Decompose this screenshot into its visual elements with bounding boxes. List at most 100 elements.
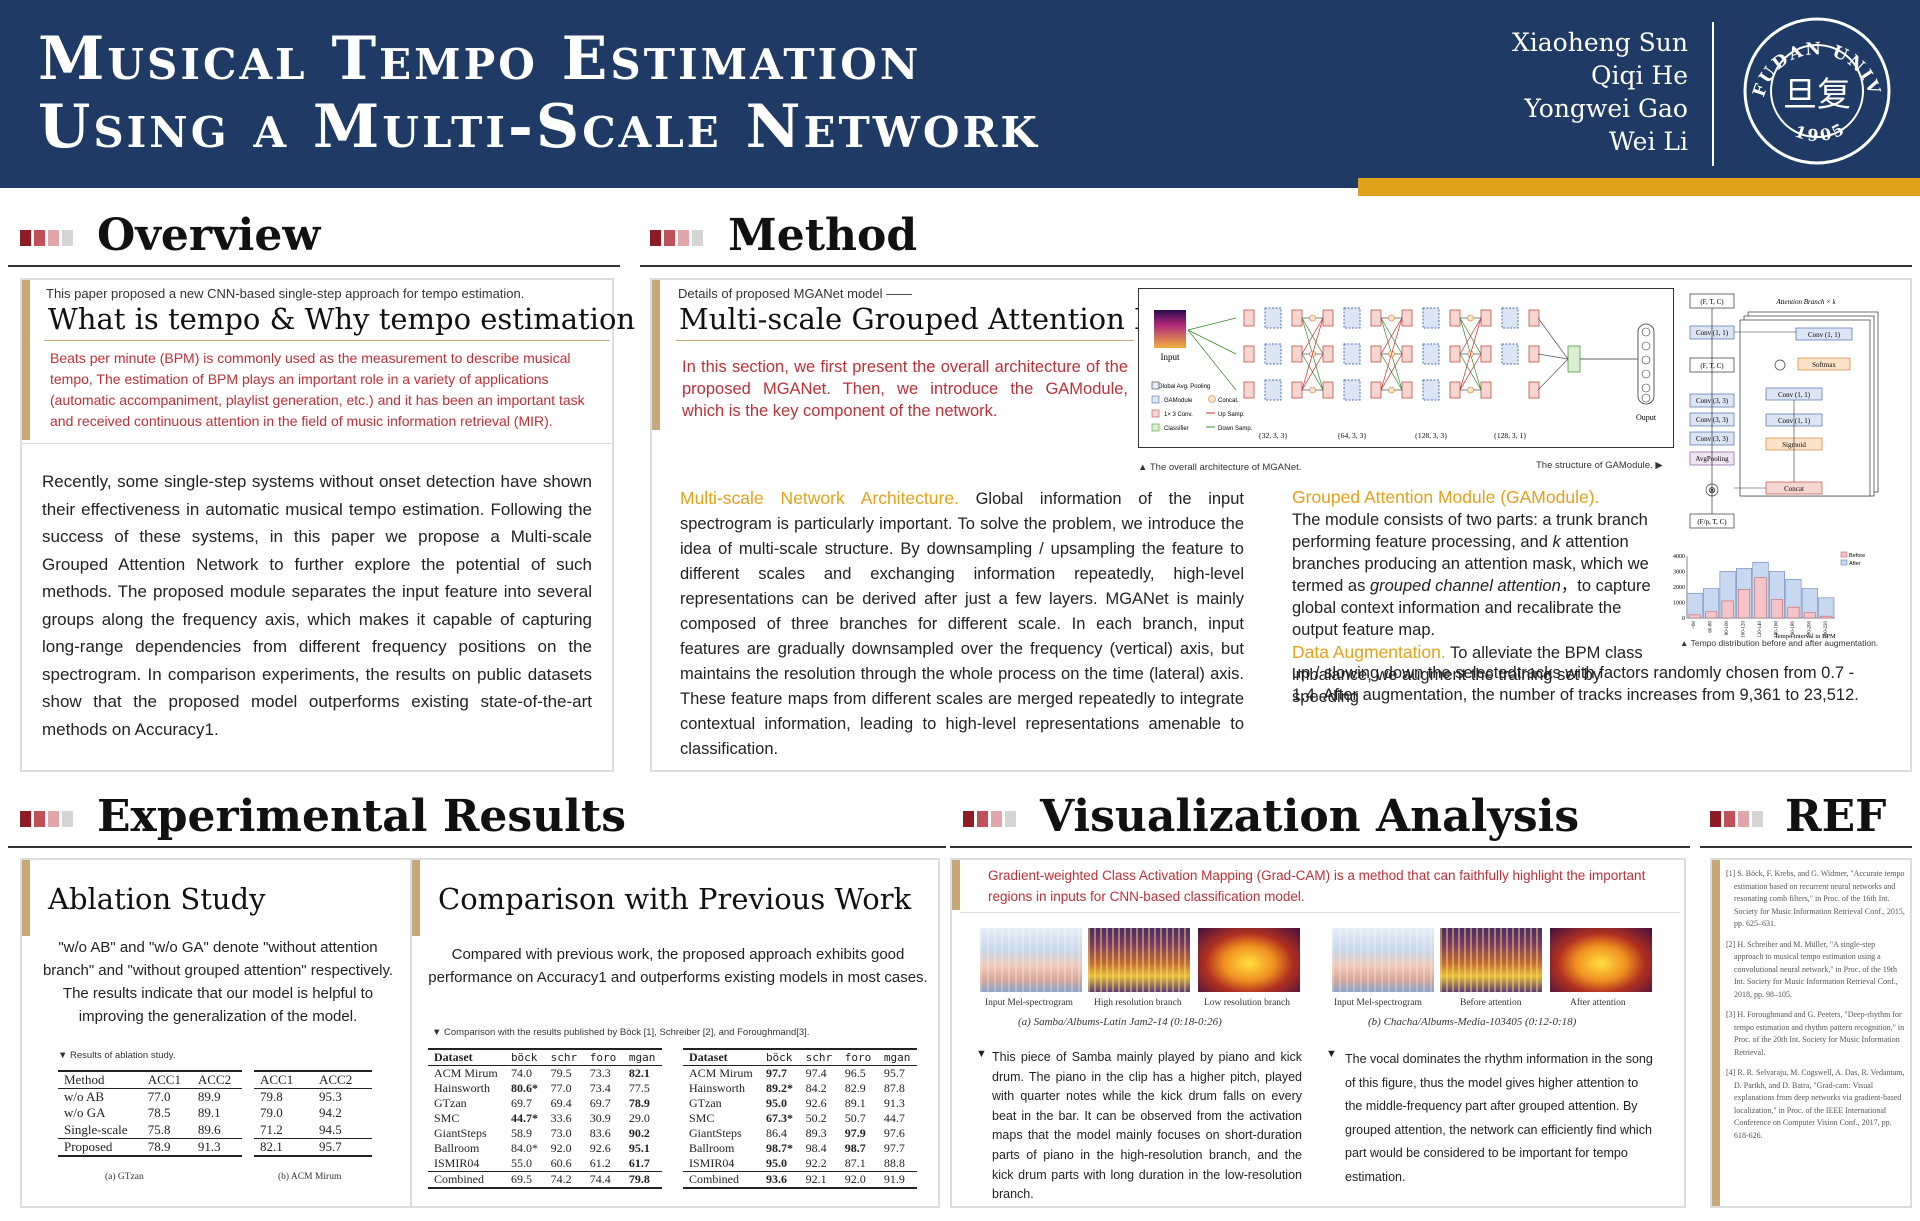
concat-node bbox=[1309, 314, 1316, 322]
author-4: Wei Li bbox=[1609, 127, 1688, 156]
mna-paragraph: Multi-scale Network Architecture. Global… bbox=[680, 486, 1244, 762]
y-tick-label: 2000 bbox=[1673, 585, 1685, 591]
ref-item: [1] S. Böck, F. Krebs, and G. Widmer, "A… bbox=[1726, 869, 1905, 928]
table-cell: 92.0 bbox=[838, 1171, 878, 1189]
triangle-down-icon: ▼ bbox=[976, 1048, 987, 1060]
ablation-label-b: (b) ACM Mirum bbox=[278, 1172, 342, 1182]
histogram-plot: 4000 3000 2000 1000 0 <60 60-80 80-100 100-120 12… bbox=[1673, 554, 1835, 638]
legend-item: Concat. bbox=[1218, 398, 1239, 404]
conv-block bbox=[1243, 381, 1255, 399]
legend-after-swatch bbox=[1840, 559, 1848, 566]
connection-line bbox=[1380, 353, 1403, 391]
table-cell: 74.4 bbox=[583, 1171, 623, 1189]
concat-node bbox=[1467, 386, 1474, 394]
gam-node-label: Conv (1, 1) bbox=[1778, 391, 1811, 399]
table-cell: 73.3 bbox=[589, 1066, 611, 1080]
conv-block bbox=[1322, 345, 1334, 363]
table-cell: 93.6 bbox=[759, 1171, 800, 1189]
table-row: ACM Mirum 97.7 97.4 96.5 95.7 bbox=[683, 1066, 917, 1082]
table-cell: 90.2 bbox=[628, 1126, 650, 1140]
connection-line bbox=[1459, 317, 1482, 355]
histogram-caption: ▲ Tempo distribution before and after au… bbox=[1680, 638, 1879, 648]
ablation-caption: ▼ Results of ablation study. bbox=[58, 1050, 176, 1061]
table-cell: 98.7* bbox=[765, 1141, 793, 1155]
merge-line bbox=[1537, 317, 1569, 360]
table-cell: 92.1 bbox=[799, 1171, 839, 1189]
y-tick-label: 0 bbox=[1682, 616, 1685, 622]
table-cell: Ballroom bbox=[689, 1141, 735, 1155]
conv-block bbox=[1370, 345, 1382, 363]
comparison-heading: Comparison with Previous Work bbox=[438, 882, 912, 916]
mna-body: Global information of the input spectrog… bbox=[680, 490, 1244, 758]
after-attention-image bbox=[1550, 928, 1652, 992]
table-cell: 82.1 bbox=[628, 1066, 650, 1080]
viz-divider bbox=[960, 912, 1680, 913]
table-cell: 89.1 bbox=[844, 1096, 866, 1110]
gam-title: Grouped Attention Module (GAModule). bbox=[1292, 487, 1600, 507]
bar-before bbox=[1688, 614, 1701, 619]
connection-line bbox=[1380, 317, 1403, 391]
table-cell: 44.7* bbox=[510, 1111, 538, 1125]
overview-body: Recently, some single-step systems witho… bbox=[42, 472, 592, 739]
conv-block bbox=[1449, 381, 1461, 399]
output-node bbox=[1641, 327, 1651, 337]
comparison-accent-bar bbox=[412, 860, 420, 936]
table-header: schr bbox=[544, 1048, 584, 1066]
table-cell: 95.7 bbox=[883, 1066, 905, 1080]
section-marker-icon bbox=[20, 811, 73, 827]
overview-intro: This paper proposed a new CNN-based sing… bbox=[46, 286, 525, 301]
table-cell: Hainsworth bbox=[689, 1081, 745, 1095]
x-tick-label: 60-80 bbox=[1709, 621, 1714, 633]
overview-divider bbox=[22, 443, 612, 444]
table-cell: Ballroom bbox=[434, 1141, 480, 1155]
table-row: ACM Mirum 74.0 79.5 73.3 82.1 bbox=[428, 1066, 662, 1082]
table-header: böck bbox=[504, 1048, 545, 1066]
table-cell: 77.0 bbox=[550, 1081, 572, 1095]
attention-branch-box bbox=[1739, 319, 1871, 497]
method-heading-rule bbox=[676, 340, 1134, 341]
conv-block bbox=[1528, 309, 1540, 327]
connection-line bbox=[1301, 317, 1324, 391]
da-title: Data Augmentation. bbox=[1292, 642, 1446, 662]
table-cell: GiantSteps bbox=[434, 1126, 487, 1140]
logo-glyph: 旦复 bbox=[1783, 75, 1851, 115]
connection-line bbox=[1301, 317, 1324, 355]
viz-accent-bar bbox=[952, 860, 960, 910]
gam-node-label: (F/p, T, C) bbox=[1697, 518, 1727, 526]
output-node bbox=[1641, 369, 1651, 379]
author-2: Qiqi He bbox=[1590, 61, 1688, 90]
table-cell: GTzan bbox=[689, 1096, 722, 1110]
table-cell: SMC bbox=[689, 1111, 715, 1125]
table-cell: 92.6 bbox=[589, 1141, 611, 1155]
table-row: GTzan 69.7 69.4 69.7 78.9 bbox=[428, 1096, 662, 1111]
method-highlight: In this section, we first present the ov… bbox=[682, 358, 1128, 420]
table-cell: 95.0 bbox=[765, 1096, 787, 1110]
concat-node bbox=[1467, 314, 1474, 322]
ablation-label-a: (a) GTzan bbox=[105, 1172, 144, 1182]
table-cell: 73.4 bbox=[589, 1081, 611, 1095]
high-res-activation-image bbox=[1088, 928, 1190, 992]
ablation-desc: "w/o AB" and "w/o GA" denote "without at… bbox=[42, 939, 394, 1025]
viz-panel bbox=[950, 858, 1686, 1208]
poster-title-line1: Musical Tempo Estimation bbox=[38, 24, 922, 94]
gam-block bbox=[1343, 379, 1361, 401]
table-cell: 87.8 bbox=[883, 1081, 905, 1095]
results-rule bbox=[8, 846, 946, 848]
table-cell: 92.6 bbox=[805, 1096, 827, 1110]
table-row: GiantSteps 86.4 89.3 97.9 97.6 bbox=[683, 1126, 917, 1141]
conv-block bbox=[1401, 381, 1413, 399]
conv-block bbox=[1291, 345, 1303, 363]
merge-line bbox=[1537, 353, 1569, 360]
viz-highlight: Gradient-weighted Class Activation Mappi… bbox=[988, 868, 1646, 904]
table-cell: 98.4 bbox=[805, 1141, 827, 1155]
ablation-accent-bar bbox=[22, 860, 30, 936]
x-tick-label: <60 bbox=[1692, 621, 1697, 629]
table-cell: 74.0 bbox=[510, 1066, 532, 1080]
merge-line bbox=[1537, 358, 1569, 391]
legend-item: Up Samp. bbox=[1218, 412, 1245, 418]
table-cell: ISMIR04 bbox=[689, 1156, 735, 1170]
table-cell: 80.6* bbox=[510, 1081, 538, 1095]
da-body-2: up / slowing down the selectedtracks wit… bbox=[1292, 664, 1859, 704]
table-cell: 69.7 bbox=[589, 1096, 611, 1110]
table-cell: 69.7 bbox=[510, 1096, 532, 1110]
